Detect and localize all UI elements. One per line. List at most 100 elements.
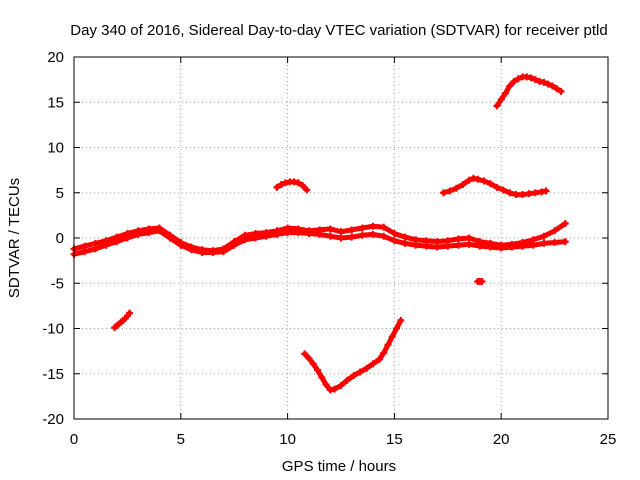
data-point xyxy=(309,360,317,368)
y-tick-label: 15 xyxy=(47,94,64,111)
data-point xyxy=(187,246,195,254)
data-point xyxy=(531,189,539,197)
data-point xyxy=(134,230,142,238)
data-point xyxy=(81,248,89,256)
data-point xyxy=(358,231,366,239)
data-point xyxy=(393,325,401,332)
series-band-lower xyxy=(70,227,569,258)
series-late-high xyxy=(493,73,565,110)
x-tick-label: 20 xyxy=(493,431,510,448)
y-axis-label: SDTVAR / TECUs xyxy=(6,178,23,298)
series-midday-negative xyxy=(301,316,405,394)
data-point xyxy=(177,241,185,249)
x-tick-label: 0 xyxy=(70,431,78,448)
data-point xyxy=(299,182,307,190)
data-point xyxy=(380,223,388,231)
data-point xyxy=(540,78,548,86)
x-tick-label: 5 xyxy=(177,431,185,448)
data-point xyxy=(478,277,486,285)
data-point xyxy=(519,191,527,199)
data-point xyxy=(487,180,495,188)
data-point xyxy=(284,229,292,237)
data-point xyxy=(561,220,569,228)
data-point xyxy=(294,179,302,187)
data-point xyxy=(465,176,473,184)
data-point xyxy=(331,385,339,393)
data-point xyxy=(454,241,462,249)
data-point xyxy=(499,186,507,194)
series-trace xyxy=(494,74,564,109)
y-tick-label: 10 xyxy=(47,140,64,157)
data-point xyxy=(551,239,559,247)
data-point xyxy=(527,74,535,82)
series-late-positive xyxy=(440,174,550,199)
data-point xyxy=(230,241,238,249)
data-point xyxy=(512,191,520,199)
data-point xyxy=(510,77,518,85)
data-point xyxy=(548,82,556,90)
x-tick-label: 15 xyxy=(386,431,403,448)
data-point xyxy=(303,186,311,194)
data-point xyxy=(497,96,505,104)
data-point xyxy=(241,236,249,244)
y-tick-label: 0 xyxy=(56,230,64,247)
data-point xyxy=(294,229,302,237)
data-point xyxy=(542,187,550,195)
data-point xyxy=(531,76,539,84)
data-point xyxy=(273,230,281,238)
data-point xyxy=(305,354,313,362)
data-point xyxy=(384,341,392,349)
axis-ticks: 0 5 10 15 20 25 -20 -15 -10 -5 0 5 10 15 20 xyxy=(42,49,616,448)
data-point xyxy=(553,85,561,93)
series-band-upper xyxy=(70,220,569,255)
data-point xyxy=(322,381,330,389)
data-point xyxy=(493,183,501,191)
data-point xyxy=(318,373,326,381)
data-point xyxy=(540,239,548,247)
data-point xyxy=(540,232,548,240)
data-point xyxy=(525,190,533,198)
data-point xyxy=(497,244,505,252)
x-axis-label: GPS time / hours xyxy=(282,458,396,475)
y-tick-label: -20 xyxy=(42,411,64,428)
data-point xyxy=(337,234,345,242)
data-point xyxy=(380,349,388,357)
data-point xyxy=(433,243,441,251)
data-point xyxy=(166,234,174,242)
data-point xyxy=(209,248,217,256)
series-isolated xyxy=(474,277,486,285)
data-point xyxy=(444,242,452,250)
series-trace xyxy=(302,317,404,393)
data-point xyxy=(493,102,501,110)
series-midday-positive xyxy=(273,178,311,194)
y-tick-label: 20 xyxy=(47,49,64,66)
data-point xyxy=(113,238,121,246)
data-point xyxy=(314,366,322,374)
data-point xyxy=(452,184,460,192)
data-point xyxy=(326,225,334,233)
data-point xyxy=(390,229,398,237)
y-tick-label: 5 xyxy=(56,185,64,202)
data-point xyxy=(529,241,537,249)
data-point xyxy=(508,243,516,251)
data-point xyxy=(501,89,509,97)
series-early-negative xyxy=(111,309,134,332)
data-point xyxy=(126,309,134,317)
data-point xyxy=(369,360,377,368)
data-point xyxy=(476,242,484,250)
x-tick-label: 10 xyxy=(279,431,296,448)
data-point xyxy=(326,232,334,240)
data-point xyxy=(401,239,409,247)
data-point xyxy=(459,181,467,189)
data-point xyxy=(454,235,462,243)
data-point xyxy=(390,237,398,245)
data-point xyxy=(506,189,514,197)
data-point xyxy=(401,233,409,241)
y-tick-label: -5 xyxy=(51,275,64,292)
data-point xyxy=(369,230,377,238)
data-point xyxy=(337,228,345,236)
data-point xyxy=(102,241,110,249)
data-point xyxy=(544,80,552,88)
data-point xyxy=(519,242,527,250)
